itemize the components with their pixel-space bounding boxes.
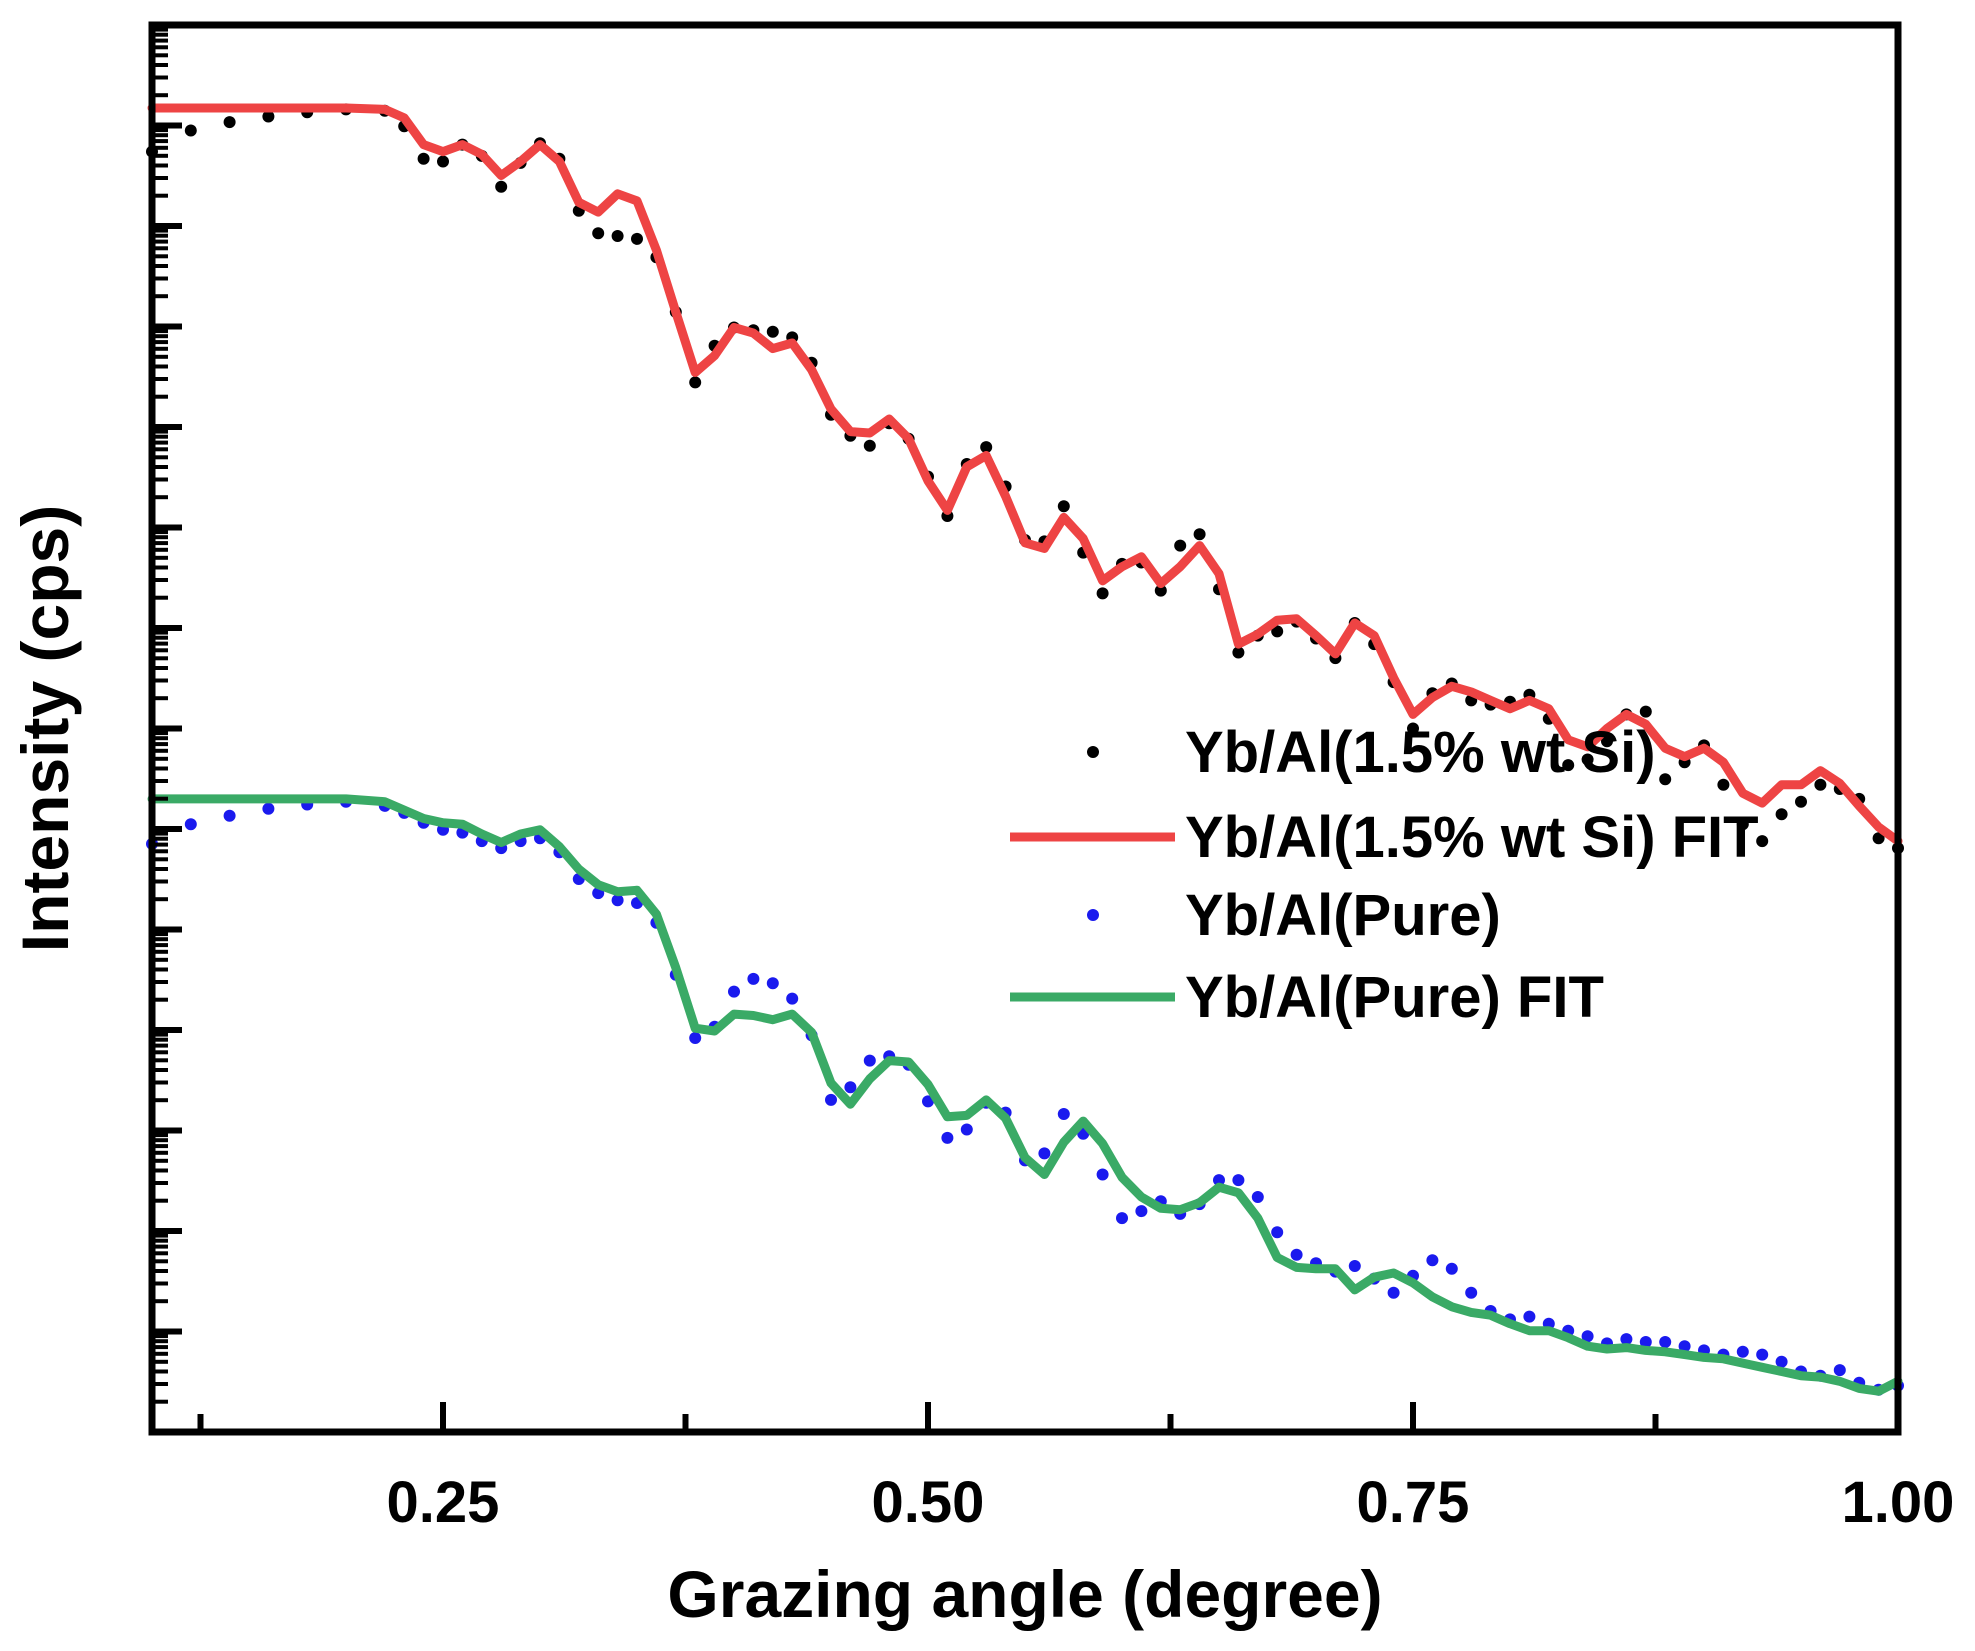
data-point-s0-79 <box>1795 795 1807 808</box>
x-tick-label: 0.25 <box>387 1470 500 1535</box>
data-point-s2-45 <box>1135 1205 1148 1218</box>
data-point-s2-26 <box>766 977 779 990</box>
data-point-s2-78 <box>1775 1355 1788 1368</box>
data-point-s2-25 <box>747 972 760 985</box>
data-point-s2-40 <box>1038 1147 1051 1160</box>
data-point-s2-18 <box>611 894 624 907</box>
data-point-s0-22 <box>689 376 702 389</box>
data-point-s2-76 <box>1736 1345 1749 1358</box>
x-tick-label: 1.00 <box>1842 1470 1955 1535</box>
legend: Yb/Al(1.5% wt Si) Yb/Al(1.5% wt Si) FIT … <box>1010 720 1759 1030</box>
data-point-s2-27 <box>786 992 799 1005</box>
data-point-s0-47 <box>1174 539 1187 552</box>
data-point-s2-2 <box>223 809 236 822</box>
data-point-s2-44 <box>1116 1212 1128 1225</box>
data-point-s0-12 <box>495 180 508 193</box>
data-point-s0-43 <box>1096 587 1109 600</box>
data-point-s0-17 <box>592 227 605 240</box>
data-point-s2-51 <box>1251 1191 1264 1203</box>
data-point-s2-29 <box>825 1093 837 1106</box>
legend-marker-pure-data <box>1087 909 1099 921</box>
data-point-s0-75 <box>1717 778 1730 791</box>
series-line-1 <box>147 103 1903 846</box>
data-point-s2-30 <box>844 1081 857 1094</box>
data-point-s0-19 <box>631 232 643 245</box>
data-point-s2-70 <box>1620 1333 1633 1346</box>
data-point-s2-22 <box>689 1032 702 1044</box>
data-point-s2-34 <box>922 1095 934 1108</box>
series-line-3 <box>147 794 1903 1396</box>
data-point-s2-35 <box>941 1131 954 1144</box>
x-tick-label: 0.75 <box>1357 1470 1470 1535</box>
data-point-s0-18 <box>611 230 624 242</box>
legend-label-pure-fit: Yb/Al(Pure) FIT <box>1185 965 1604 1030</box>
data-point-s0-9 <box>437 155 449 168</box>
legend-label-pure-data: Yb/Al(Pure) <box>1185 883 1501 948</box>
data-point-s0-52 <box>1271 625 1284 638</box>
tick-layer: 0.25 0.50 0.75 1.00 <box>152 27 1955 1535</box>
data-point-s0-1 <box>184 124 197 137</box>
data-point-s0-68 <box>1581 753 1594 766</box>
data-point-s0-71 <box>1639 705 1652 718</box>
data-point-s2-72 <box>1659 1336 1672 1348</box>
y-axis-label: Intensity (cps) <box>8 505 82 952</box>
data-point-s2-56 <box>1348 1260 1361 1272</box>
data-point-s2-36 <box>960 1123 973 1136</box>
legend-label-silicon-fit: Yb/Al(1.5% wt Si) FIT <box>1185 805 1759 870</box>
data-point-s2-68 <box>1581 1330 1594 1343</box>
x-tick-label: 0.50 <box>872 1470 985 1535</box>
x-axis-label: Grazing angle (degree) <box>667 1557 1382 1631</box>
data-point-s2-71 <box>1639 1336 1652 1348</box>
data-point-s2-31 <box>863 1054 876 1067</box>
data-point-s2-60 <box>1426 1254 1439 1267</box>
series-layer <box>146 103 1904 1396</box>
data-point-s0-72 <box>1659 773 1672 786</box>
data-point-s0-48 <box>1193 528 1206 541</box>
data-point-s2-52 <box>1271 1226 1284 1239</box>
data-point-s2-3 <box>262 802 275 815</box>
data-point-s0-46 <box>1154 584 1167 597</box>
data-point-s2-58 <box>1387 1286 1400 1299</box>
data-point-s0-8 <box>417 152 430 165</box>
data-point-s2-77 <box>1756 1348 1769 1361</box>
data-point-s2-50 <box>1232 1174 1245 1187</box>
data-point-s0-76 <box>1736 818 1749 831</box>
data-point-s0-69 <box>1601 735 1613 748</box>
data-point-s0-80 <box>1814 778 1827 791</box>
data-point-s2-41 <box>1057 1108 1070 1120</box>
data-point-s2-81 <box>1833 1364 1846 1377</box>
data-point-s2-62 <box>1465 1286 1478 1299</box>
data-point-s0-83 <box>1872 832 1885 845</box>
legend-marker-silicon-data <box>1087 746 1099 758</box>
data-point-s0-59 <box>1407 722 1419 735</box>
data-point-s2-73 <box>1678 1340 1691 1353</box>
data-point-s0-78 <box>1775 808 1788 821</box>
data-point-s2-49 <box>1213 1174 1225 1187</box>
data-point-s2-1 <box>184 818 197 831</box>
legend-label-silicon-data: Yb/Al(1.5% wt Si) <box>1185 720 1656 785</box>
data-point-s0-50 <box>1232 646 1245 659</box>
data-point-s0-37 <box>980 441 993 454</box>
data-point-s2-53 <box>1290 1248 1303 1261</box>
data-point-s2-65 <box>1523 1310 1536 1323</box>
data-point-s0-77 <box>1756 835 1769 848</box>
data-point-s2-24 <box>728 985 740 998</box>
data-point-s0-67 <box>1562 759 1575 772</box>
data-point-s0-2 <box>223 116 236 129</box>
data-point-s0-26 <box>766 325 779 338</box>
data-point-s0-41 <box>1057 500 1070 513</box>
data-point-s2-43 <box>1096 1168 1109 1181</box>
plot-frame <box>148 21 1902 1436</box>
data-point-s2-61 <box>1445 1262 1458 1275</box>
data-point-s0-3 <box>262 110 275 123</box>
data-point-s0-31 <box>863 439 876 452</box>
